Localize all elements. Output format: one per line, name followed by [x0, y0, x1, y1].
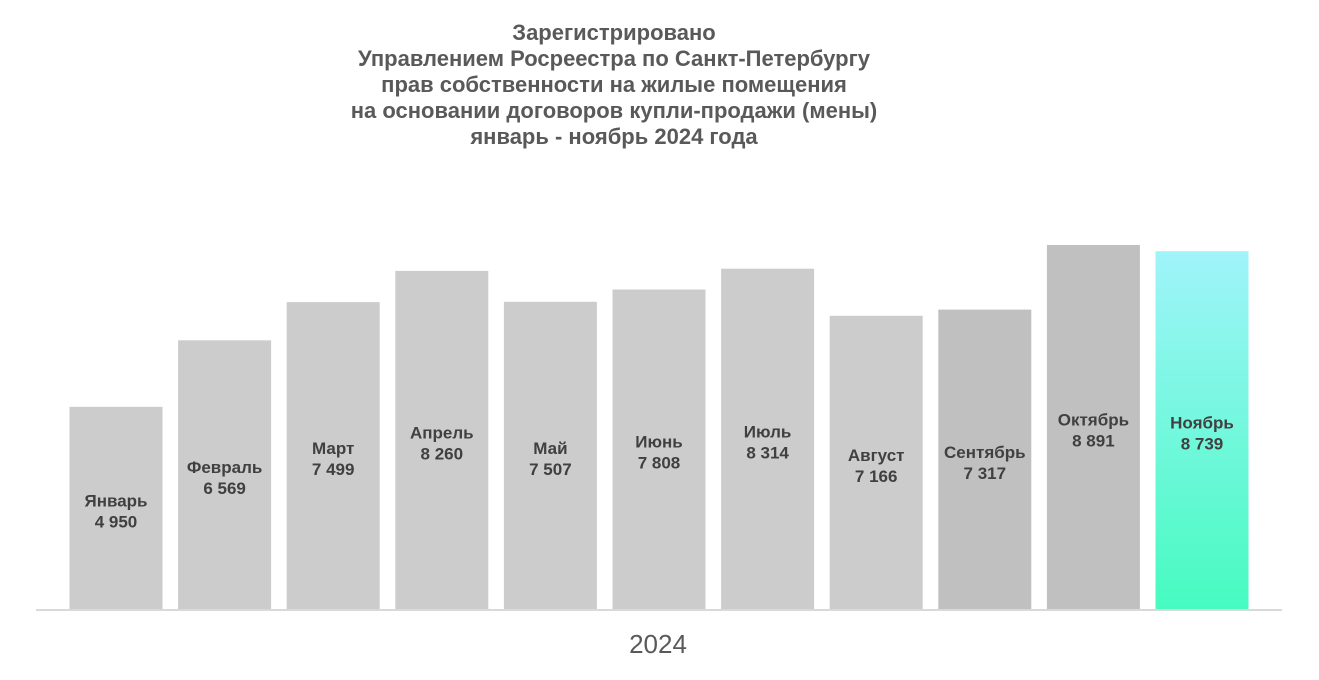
bar-category-label: Апрель: [410, 424, 474, 443]
bar-category-label: Сентябрь: [944, 443, 1026, 462]
bar-category-label: Июнь: [635, 433, 682, 452]
chart-title-line: Зарегистрировано: [512, 20, 716, 45]
bar-3: [286, 302, 380, 610]
bar-8: [829, 315, 923, 610]
bar-11: [1155, 251, 1249, 610]
bar-value-label: 8 260: [421, 445, 464, 464]
chart-title-line: январь - ноябрь 2024 года: [470, 124, 758, 149]
chart-title-line: прав собственности на жилые помещения: [381, 72, 847, 97]
bar-value-label: 7 166: [855, 467, 898, 486]
bar-value-label: 7 808: [638, 454, 681, 473]
bar-category-label: Июль: [744, 422, 792, 441]
bar-value-label: 7 507: [529, 460, 572, 479]
bar-value-label: 8 891: [1072, 432, 1115, 451]
bar-4: [395, 270, 489, 610]
bar-category-label: Май: [533, 439, 567, 458]
bar-category-label: Октябрь: [1058, 411, 1129, 430]
chart-title-line: Управлением Росреестра по Санкт-Петербур…: [358, 46, 870, 71]
x-axis-label: 2024: [629, 629, 687, 659]
bar-category-label: Ноябрь: [1170, 414, 1234, 433]
bar-1: [69, 406, 163, 610]
bar-6: [612, 289, 706, 610]
chart-title-line: на основании договоров купли-продажи (ме…: [350, 98, 878, 123]
bar-category-label: Март: [312, 439, 354, 458]
bar-value-label: 6 569: [203, 479, 246, 498]
bar-value-label: 7 499: [312, 460, 355, 479]
bar-9: [938, 309, 1032, 610]
bar-category-label: Январь: [84, 491, 147, 510]
bar-2: [178, 340, 272, 610]
chart-title: Зарегистрировано Управлением Росреестра п…: [0, 20, 1228, 150]
bar-value-label: 8 314: [746, 443, 789, 462]
bar-value-label: 7 317: [964, 464, 1007, 483]
bar-10: [1046, 245, 1140, 610]
bar-7: [721, 268, 815, 610]
bar-category-label: Февраль: [187, 458, 263, 477]
bar-value-label: 4 950: [95, 512, 138, 531]
bar-5: [503, 301, 597, 610]
bars-group: Январь 4 950 Февраль 6 569 Март 7 499 Апрель 8 …: [69, 245, 1249, 610]
bar-value-label: 8 739: [1181, 435, 1224, 454]
bar-category-label: Август: [848, 446, 905, 465]
